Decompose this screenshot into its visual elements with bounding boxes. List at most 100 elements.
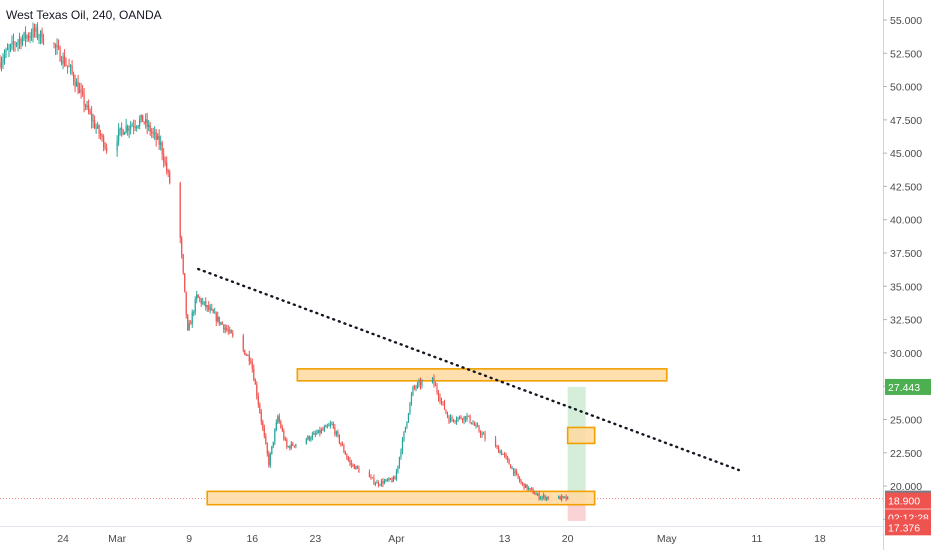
candle [440, 401, 443, 403]
candle [220, 322, 222, 324]
candle [561, 496, 563, 500]
candle [269, 453, 271, 466]
candle [352, 464, 354, 466]
candle [524, 484, 527, 488]
candle [496, 446, 498, 448]
candle [455, 420, 458, 422]
candle [30, 36, 33, 38]
support-zone[interactable] [206, 490, 596, 506]
candle [544, 495, 546, 500]
candle [266, 443, 268, 454]
candle [0, 62, 1, 68]
candle [505, 455, 507, 458]
axes-layer: 55.000 52.500 50.000 47.500 45.000 42.500 40.0… [57, 15, 922, 545]
candle [74, 81, 76, 87]
candle [313, 433, 315, 435]
candle [314, 433, 316, 435]
descending-trendline[interactable] [197, 267, 741, 472]
candle [537, 493, 539, 495]
candle [23, 32, 25, 39]
candle [20, 38, 22, 45]
candle [502, 453, 504, 455]
candle [289, 446, 291, 449]
candle [461, 418, 464, 421]
candle [263, 427, 265, 436]
candle [532, 489, 534, 494]
candle [403, 432, 405, 440]
candle [383, 481, 386, 484]
candle [416, 383, 419, 388]
price-tag-box [885, 378, 931, 395]
candle [565, 496, 567, 500]
candle [464, 416, 467, 420]
candle [140, 114, 142, 120]
trendline-layer[interactable] [197, 267, 741, 472]
candle [248, 354, 250, 362]
candle [518, 477, 521, 482]
candle [368, 471, 371, 478]
candle [325, 425, 327, 428]
candle [389, 478, 392, 480]
candle [415, 387, 417, 389]
candle [439, 397, 441, 402]
candle [278, 416, 280, 422]
candle [119, 127, 121, 130]
candle [377, 482, 380, 485]
zones-layer[interactable] [206, 368, 668, 506]
candle [223, 324, 225, 330]
candle [350, 462, 352, 465]
candle [94, 120, 96, 129]
candle [128, 128, 130, 131]
candles-layer [0, 22, 569, 502]
x-tick-label: 9 [186, 533, 192, 545]
candle [380, 481, 383, 485]
candle [305, 439, 307, 445]
candle [419, 381, 422, 386]
candle [130, 126, 132, 129]
candle [143, 121, 145, 123]
candle [78, 89, 81, 93]
candle [65, 64, 67, 66]
candle [218, 316, 220, 324]
candle [520, 481, 522, 483]
candle [184, 273, 186, 292]
candle [277, 416, 279, 423]
candle [283, 430, 285, 439]
candle [161, 142, 163, 155]
candle [287, 446, 289, 448]
candle [137, 125, 139, 127]
candle [341, 444, 343, 446]
candle [433, 377, 435, 385]
candle [376, 482, 378, 484]
candle [331, 423, 333, 425]
candle [407, 413, 410, 422]
candle [134, 126, 136, 128]
entry-zone[interactable] [566, 426, 596, 445]
candle [257, 396, 259, 405]
candle [190, 323, 192, 325]
candle [509, 464, 512, 469]
candle [457, 417, 459, 421]
candle [260, 412, 262, 422]
candle [443, 402, 446, 410]
candle [271, 446, 273, 454]
candle [98, 125, 100, 134]
candle [146, 119, 148, 127]
candle [290, 443, 292, 449]
candle [197, 294, 199, 298]
candle [149, 124, 151, 133]
price-tag-box [885, 519, 931, 536]
candle [511, 468, 513, 470]
candle [526, 484, 528, 490]
candle [529, 488, 531, 490]
candle [18, 38, 21, 42]
x-tick-label: 18 [814, 533, 826, 545]
candle [527, 488, 530, 490]
resistance-zone[interactable] [296, 368, 668, 382]
candle [202, 302, 204, 304]
candle [284, 438, 286, 440]
candle [199, 297, 201, 300]
candle [62, 56, 64, 64]
